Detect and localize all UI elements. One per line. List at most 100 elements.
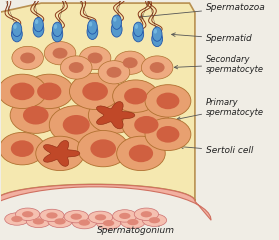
Ellipse shape: [113, 17, 117, 22]
Ellipse shape: [64, 210, 88, 223]
Ellipse shape: [0, 132, 45, 165]
Ellipse shape: [113, 80, 158, 112]
Ellipse shape: [78, 131, 129, 167]
Polygon shape: [44, 140, 80, 166]
Ellipse shape: [103, 220, 114, 226]
Ellipse shape: [150, 62, 165, 73]
Ellipse shape: [153, 33, 157, 39]
Ellipse shape: [152, 27, 162, 41]
Ellipse shape: [145, 118, 191, 150]
Ellipse shape: [88, 211, 113, 223]
Ellipse shape: [121, 216, 145, 228]
Ellipse shape: [107, 67, 121, 78]
Ellipse shape: [36, 136, 84, 171]
Ellipse shape: [54, 218, 66, 224]
Ellipse shape: [5, 213, 29, 225]
Ellipse shape: [112, 15, 122, 29]
Text: Secondary
spermatocyte: Secondary spermatocyte: [174, 55, 264, 74]
Ellipse shape: [141, 56, 173, 79]
Ellipse shape: [153, 29, 157, 34]
Ellipse shape: [22, 211, 33, 217]
Ellipse shape: [11, 26, 22, 42]
Ellipse shape: [79, 220, 90, 226]
Ellipse shape: [133, 22, 143, 36]
Ellipse shape: [87, 24, 98, 39]
Ellipse shape: [48, 215, 72, 228]
Ellipse shape: [54, 24, 57, 29]
Ellipse shape: [49, 106, 103, 144]
Ellipse shape: [88, 26, 93, 31]
Ellipse shape: [134, 116, 158, 134]
Ellipse shape: [141, 211, 152, 217]
Ellipse shape: [129, 145, 153, 162]
Text: Spermatid: Spermatid: [172, 33, 252, 43]
Ellipse shape: [40, 209, 64, 222]
Ellipse shape: [33, 218, 44, 224]
Ellipse shape: [71, 214, 82, 220]
Ellipse shape: [119, 213, 131, 219]
Text: Spermatogonium: Spermatogonium: [97, 226, 175, 235]
Ellipse shape: [63, 115, 90, 135]
Ellipse shape: [122, 108, 171, 142]
Ellipse shape: [134, 208, 158, 221]
Polygon shape: [97, 102, 135, 129]
Ellipse shape: [10, 83, 34, 100]
Ellipse shape: [0, 74, 47, 108]
Ellipse shape: [69, 73, 121, 109]
Ellipse shape: [35, 24, 39, 29]
Ellipse shape: [88, 53, 103, 63]
Ellipse shape: [33, 17, 43, 32]
Ellipse shape: [157, 93, 179, 109]
Ellipse shape: [89, 22, 92, 26]
Ellipse shape: [145, 85, 191, 117]
Ellipse shape: [82, 82, 108, 101]
Ellipse shape: [124, 88, 147, 104]
Ellipse shape: [23, 106, 49, 125]
Ellipse shape: [149, 217, 160, 223]
Ellipse shape: [20, 53, 35, 63]
Ellipse shape: [54, 29, 57, 34]
Ellipse shape: [25, 74, 74, 108]
Ellipse shape: [12, 22, 22, 36]
Ellipse shape: [95, 214, 106, 221]
Text: Sertoli cell: Sertoli cell: [180, 145, 253, 156]
Ellipse shape: [35, 19, 38, 24]
Ellipse shape: [127, 219, 139, 225]
Ellipse shape: [13, 29, 17, 34]
Ellipse shape: [52, 48, 68, 59]
Ellipse shape: [142, 214, 167, 226]
Text: Primary
spermatocyte: Primary spermatocyte: [177, 98, 264, 120]
Ellipse shape: [113, 210, 137, 222]
Polygon shape: [0, 3, 195, 201]
Ellipse shape: [46, 212, 57, 219]
Ellipse shape: [10, 97, 61, 133]
Ellipse shape: [11, 216, 23, 222]
Ellipse shape: [72, 216, 97, 229]
Ellipse shape: [152, 31, 163, 47]
Ellipse shape: [12, 46, 44, 70]
Ellipse shape: [88, 20, 97, 34]
Ellipse shape: [69, 62, 84, 73]
Ellipse shape: [88, 97, 140, 133]
Ellipse shape: [52, 26, 63, 42]
Ellipse shape: [98, 61, 130, 84]
Ellipse shape: [33, 22, 44, 37]
Ellipse shape: [97, 217, 121, 229]
Ellipse shape: [157, 126, 179, 143]
Ellipse shape: [135, 24, 138, 29]
Ellipse shape: [37, 83, 61, 100]
Text: Spermatozoa: Spermatozoa: [139, 3, 265, 18]
Ellipse shape: [79, 46, 111, 70]
Ellipse shape: [90, 139, 116, 158]
Ellipse shape: [134, 29, 138, 34]
Ellipse shape: [44, 42, 76, 65]
Ellipse shape: [123, 57, 138, 68]
Ellipse shape: [117, 136, 165, 171]
Ellipse shape: [114, 51, 146, 74]
Ellipse shape: [11, 140, 34, 157]
Ellipse shape: [52, 22, 62, 36]
Ellipse shape: [111, 22, 122, 37]
Ellipse shape: [133, 26, 144, 42]
Ellipse shape: [61, 56, 92, 79]
Polygon shape: [0, 185, 211, 220]
